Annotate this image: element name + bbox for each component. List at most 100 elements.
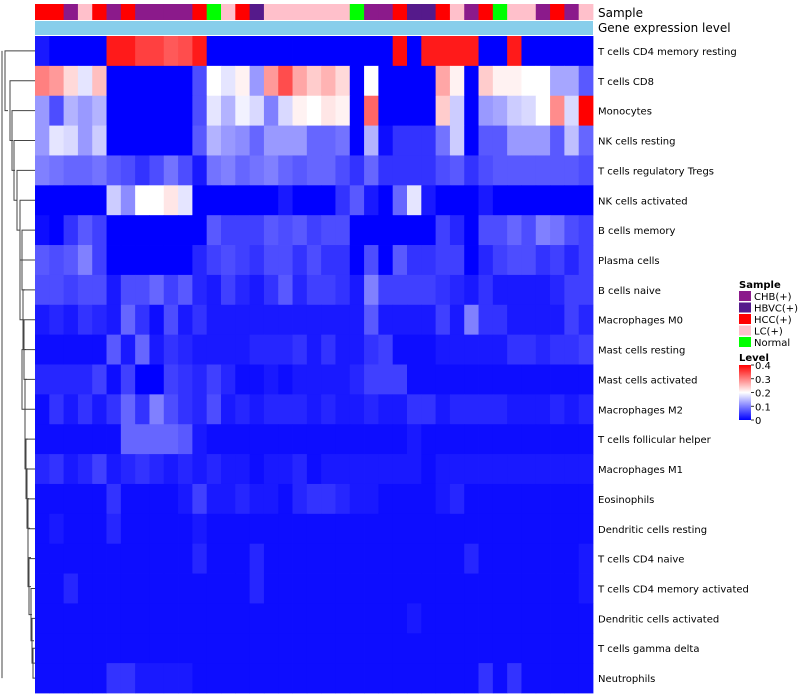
heatmap-cell bbox=[492, 364, 508, 395]
sample-annotation-cell bbox=[449, 4, 465, 20]
heatmap-cell bbox=[263, 454, 279, 485]
heatmap-cell bbox=[349, 513, 365, 545]
heatmap-cell bbox=[507, 185, 522, 216]
heatmap-cell bbox=[249, 245, 265, 276]
heatmap-cell bbox=[206, 573, 222, 604]
heatmap-cell bbox=[407, 304, 422, 336]
heatmap-cell bbox=[507, 663, 522, 694]
heatmap-cell bbox=[492, 65, 508, 97]
heatmap-cell bbox=[221, 215, 236, 246]
heatmap-cell bbox=[249, 364, 265, 395]
heatmap-cell bbox=[249, 95, 265, 126]
heatmap-cell bbox=[364, 185, 379, 216]
heatmap-cell bbox=[206, 424, 222, 455]
heatmap-cell bbox=[421, 185, 437, 216]
heatmap-cell bbox=[378, 663, 394, 694]
heatmap-cell bbox=[235, 65, 251, 97]
heatmap-cell bbox=[106, 424, 122, 455]
heatmap-cell bbox=[521, 663, 537, 694]
heatmap-cell bbox=[149, 36, 165, 67]
level-tick-label: 0.1 bbox=[755, 402, 771, 413]
heatmap-cell bbox=[364, 483, 379, 515]
heatmap-cell bbox=[178, 603, 193, 634]
heatmap-cell bbox=[521, 424, 537, 455]
heatmap-cell bbox=[149, 245, 165, 276]
heatmap-cell bbox=[35, 65, 50, 97]
heatmap-cell bbox=[35, 304, 50, 336]
heatmap-cell bbox=[335, 424, 351, 455]
row-label: NK cells resting bbox=[598, 137, 675, 148]
heatmap-cell bbox=[550, 663, 565, 694]
heatmap-cell bbox=[263, 394, 279, 425]
heatmap-cell bbox=[321, 513, 336, 545]
heatmap-cell bbox=[407, 155, 422, 186]
heatmap-cell bbox=[292, 424, 308, 455]
heatmap-cell bbox=[77, 663, 93, 694]
row-label: B cells memory bbox=[598, 226, 675, 237]
heatmap-cell bbox=[321, 274, 336, 306]
heatmap-cell bbox=[163, 483, 179, 515]
heatmap-cell bbox=[507, 125, 522, 156]
heatmap-cell bbox=[478, 424, 494, 455]
heatmap-cell bbox=[92, 125, 107, 156]
heatmap-cell bbox=[306, 543, 322, 574]
heatmap-cell bbox=[106, 36, 122, 67]
heatmap-cell bbox=[535, 543, 551, 574]
heatmap-cell bbox=[92, 454, 107, 485]
heatmap-cell bbox=[206, 304, 222, 336]
heatmap-cell bbox=[407, 394, 422, 425]
heatmap-cell bbox=[392, 663, 408, 694]
heatmap-cell bbox=[77, 364, 93, 395]
heatmap-cell bbox=[178, 155, 193, 186]
heatmap-cell bbox=[507, 513, 522, 545]
heatmap-cell bbox=[492, 513, 508, 545]
heatmap-cell bbox=[206, 95, 222, 126]
heatmap-cell bbox=[120, 513, 136, 545]
heatmap-cell bbox=[535, 185, 551, 216]
heatmap-cell bbox=[392, 334, 408, 365]
heatmap-cell bbox=[92, 155, 107, 186]
sample-annotation-cell bbox=[378, 4, 394, 20]
heatmap-cell bbox=[550, 36, 565, 67]
heatmap-cell bbox=[249, 304, 265, 336]
heatmap-cell bbox=[306, 663, 322, 694]
heatmap-cell bbox=[449, 125, 465, 156]
heatmap-cell bbox=[92, 633, 107, 664]
heatmap-cell bbox=[407, 483, 422, 515]
heatmap-cell bbox=[192, 245, 208, 276]
heatmap-cell bbox=[449, 603, 465, 634]
heatmap-cell bbox=[407, 364, 422, 395]
heatmap-cell bbox=[106, 65, 122, 97]
heatmap-cell bbox=[221, 603, 236, 634]
heatmap-cell bbox=[92, 65, 107, 97]
heatmap-cell bbox=[263, 36, 279, 67]
heatmap-cell bbox=[149, 454, 165, 485]
heatmap-cell bbox=[421, 573, 437, 604]
heatmap-cell bbox=[120, 394, 136, 425]
heatmap-cell bbox=[120, 215, 136, 246]
heatmap-cell bbox=[249, 603, 265, 634]
heatmap-cell bbox=[35, 633, 50, 664]
heatmap-cell bbox=[578, 65, 594, 97]
heatmap-cell bbox=[221, 394, 236, 425]
heatmap-cell bbox=[535, 334, 551, 365]
heatmap-cell bbox=[249, 424, 265, 455]
heatmap-cell bbox=[263, 543, 279, 574]
heatmap-cell bbox=[192, 95, 208, 126]
heatmap-cell bbox=[163, 364, 179, 395]
heatmap-cell bbox=[478, 663, 494, 694]
heatmap-cell bbox=[535, 245, 551, 276]
heatmap-cell bbox=[378, 364, 394, 395]
annotation-label-sample: Sample bbox=[598, 6, 643, 20]
sample-annotation-cell bbox=[306, 4, 322, 20]
heatmap-cell bbox=[564, 454, 580, 485]
heatmap-cell bbox=[550, 334, 565, 365]
sample-legend-label: HCC(+) bbox=[754, 315, 792, 326]
heatmap-cell bbox=[364, 95, 379, 126]
heatmap-cell bbox=[449, 274, 465, 306]
heatmap-cell bbox=[120, 334, 136, 365]
heatmap-cell bbox=[192, 424, 208, 455]
heatmap-cell bbox=[392, 36, 408, 67]
heatmap-cell bbox=[192, 663, 208, 694]
heatmap-cell bbox=[421, 334, 437, 365]
